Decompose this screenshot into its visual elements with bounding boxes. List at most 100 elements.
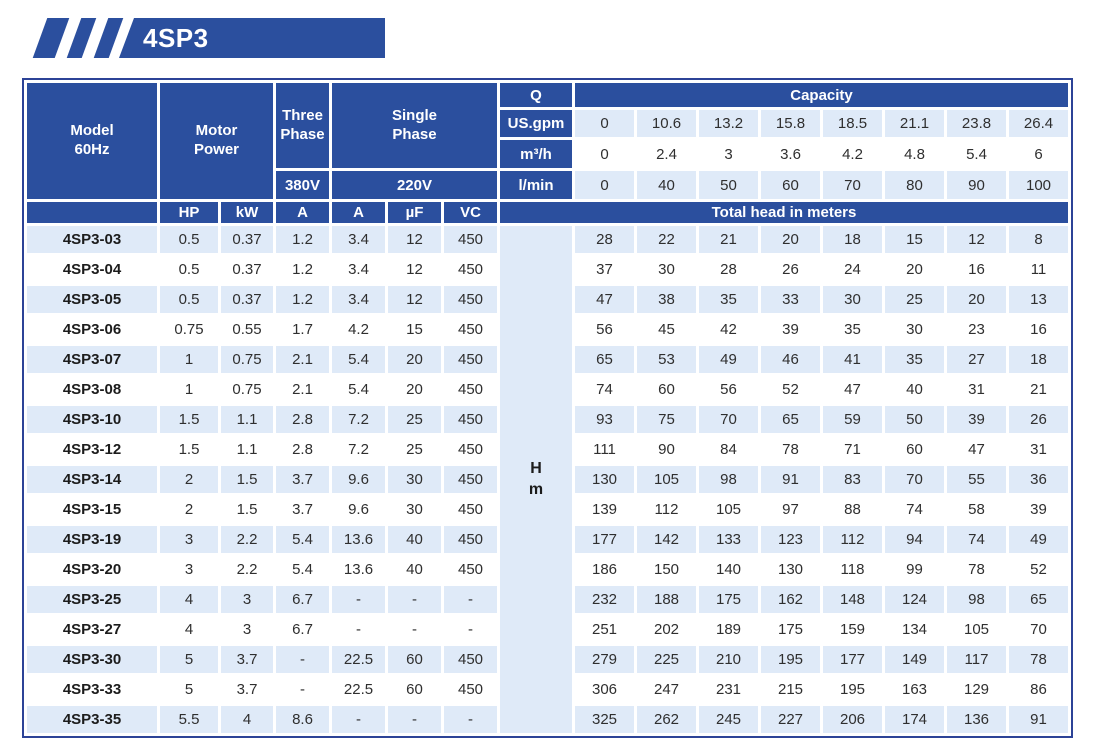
- model-cell: 4SP3-03: [27, 226, 157, 253]
- uf-cell: 40: [388, 526, 441, 553]
- capacity-lmin-cell: 60: [761, 171, 820, 199]
- header-three-phase: Three Phase: [276, 83, 329, 168]
- table-row: 4SP3-20 3 2.2 5.4 13.6 40 450 186 150 140 130 118 99…: [27, 556, 1068, 583]
- head-value-cell: 37: [575, 256, 634, 283]
- capacity-lmin-cell: 40: [637, 171, 696, 199]
- head-value-cell: 46: [761, 346, 820, 373]
- table-row: 4SP3-14 2 1.5 3.7 9.6 30 450 130 105 98 91 83 70 55 36: [27, 466, 1068, 493]
- head-value-cell: 130: [761, 556, 820, 583]
- head-value-cell: 18: [823, 226, 882, 253]
- head-value-cell: 91: [1009, 706, 1068, 733]
- capacity-m3h-cell: 6: [1009, 140, 1068, 168]
- vc-cell: 450: [444, 406, 497, 433]
- head-value-cell: 175: [761, 616, 820, 643]
- head-value-cell: 83: [823, 466, 882, 493]
- amp-380-cell: 6.7: [276, 586, 329, 613]
- head-value-cell: 58: [947, 496, 1006, 523]
- header-amp-220: A: [332, 202, 385, 223]
- uf-cell: -: [388, 586, 441, 613]
- uf-cell: 60: [388, 676, 441, 703]
- amp-220-cell: -: [332, 616, 385, 643]
- head-value-cell: 52: [1009, 556, 1068, 583]
- hp-cell: 1: [160, 346, 218, 373]
- model-cell: 4SP3-04: [27, 256, 157, 283]
- amp-220-cell: 7.2: [332, 436, 385, 463]
- amp-380-cell: 5.4: [276, 556, 329, 583]
- capacity-m3h-cell: 3: [699, 140, 758, 168]
- head-value-cell: 25: [885, 286, 944, 313]
- amp-380-cell: 2.8: [276, 436, 329, 463]
- amp-220-cell: 4.2: [332, 316, 385, 343]
- amp-220-cell: 5.4: [332, 376, 385, 403]
- hp-cell: 0.5: [160, 286, 218, 313]
- head-value-cell: 11: [1009, 256, 1068, 283]
- head-value-cell: 70: [885, 466, 944, 493]
- head-value-cell: 15: [885, 226, 944, 253]
- kw-cell: 0.37: [221, 226, 273, 253]
- vc-cell: 450: [444, 496, 497, 523]
- vc-cell: 450: [444, 556, 497, 583]
- head-unit-line: m: [528, 480, 544, 498]
- amp-380-cell: 1.2: [276, 256, 329, 283]
- head-value-cell: 30: [823, 286, 882, 313]
- vc-cell: 450: [444, 256, 497, 283]
- head-value-cell: 251: [575, 616, 634, 643]
- head-value-cell: 21: [1009, 376, 1068, 403]
- head-value-cell: 20: [885, 256, 944, 283]
- amp-380-cell: 5.4: [276, 526, 329, 553]
- vc-cell: 450: [444, 316, 497, 343]
- head-value-cell: 22: [637, 226, 696, 253]
- head-value-cell: 65: [1009, 586, 1068, 613]
- head-value-cell: 136: [947, 706, 1006, 733]
- header-motor-power: Motor Power: [160, 83, 273, 199]
- hp-cell: 0.5: [160, 226, 218, 253]
- head-value-cell: 306: [575, 676, 634, 703]
- head-value-cell: 31: [1009, 436, 1068, 463]
- head-value-cell: 42: [699, 316, 758, 343]
- table-row: 4SP3-33 5 3.7-22.5 60 450 306 247 231 215 195 163 1…: [27, 676, 1068, 703]
- head-value-cell: 8: [1009, 226, 1068, 253]
- kw-cell: 2.2: [221, 556, 273, 583]
- head-value-cell: 16: [947, 256, 1006, 283]
- head-value-cell: 163: [885, 676, 944, 703]
- head-value-cell: 175: [699, 586, 758, 613]
- hp-cell: 0.5: [160, 256, 218, 283]
- model-cell: 4SP3-12: [27, 436, 157, 463]
- table-row: 4SP3-19 3 2.2 5.4 13.6 40 450 177 142 133 123 112 94…: [27, 526, 1068, 553]
- header-usgpm-label: US.gpm: [500, 110, 572, 137]
- header-lmin-label: l/min: [500, 171, 572, 199]
- head-value-cell: 40: [885, 376, 944, 403]
- head-value-cell: 74: [575, 376, 634, 403]
- head-value-cell: 39: [761, 316, 820, 343]
- head-value-cell: 70: [699, 406, 758, 433]
- amp-380-cell: -: [276, 646, 329, 673]
- kw-cell: 3: [221, 616, 273, 643]
- hp-cell: 5.5: [160, 706, 218, 733]
- model-cell: 4SP3-05: [27, 286, 157, 313]
- title-banner: 4SP3: [22, 18, 385, 58]
- kw-cell: 0.37: [221, 256, 273, 283]
- amp-220-cell: 5.4: [332, 346, 385, 373]
- header-kw: kW: [221, 202, 273, 223]
- model-cell: 4SP3-08: [27, 376, 157, 403]
- head-value-cell: 206: [823, 706, 882, 733]
- head-value-cell: 78: [761, 436, 820, 463]
- amp-380-cell: -: [276, 676, 329, 703]
- header-m3h-label: m³/h: [500, 140, 572, 168]
- kw-cell: 3.7: [221, 676, 273, 703]
- head-value-cell: 35: [885, 346, 944, 373]
- head-value-cell: 55: [947, 466, 1006, 493]
- vc-cell: 450: [444, 286, 497, 313]
- capacity-lmin-cell: 70: [823, 171, 882, 199]
- head-value-cell: 60: [885, 436, 944, 463]
- header-uf: µF: [388, 202, 441, 223]
- head-value-cell: 39: [1009, 496, 1068, 523]
- uf-cell: 20: [388, 376, 441, 403]
- kw-cell: 1.5: [221, 496, 273, 523]
- capacity-usgpm-cell: 21.1: [885, 110, 944, 137]
- head-value-cell: 33: [761, 286, 820, 313]
- head-value-cell: 28: [575, 226, 634, 253]
- uf-cell: 15: [388, 316, 441, 343]
- head-value-cell: 140: [699, 556, 758, 583]
- head-value-cell: 49: [699, 346, 758, 373]
